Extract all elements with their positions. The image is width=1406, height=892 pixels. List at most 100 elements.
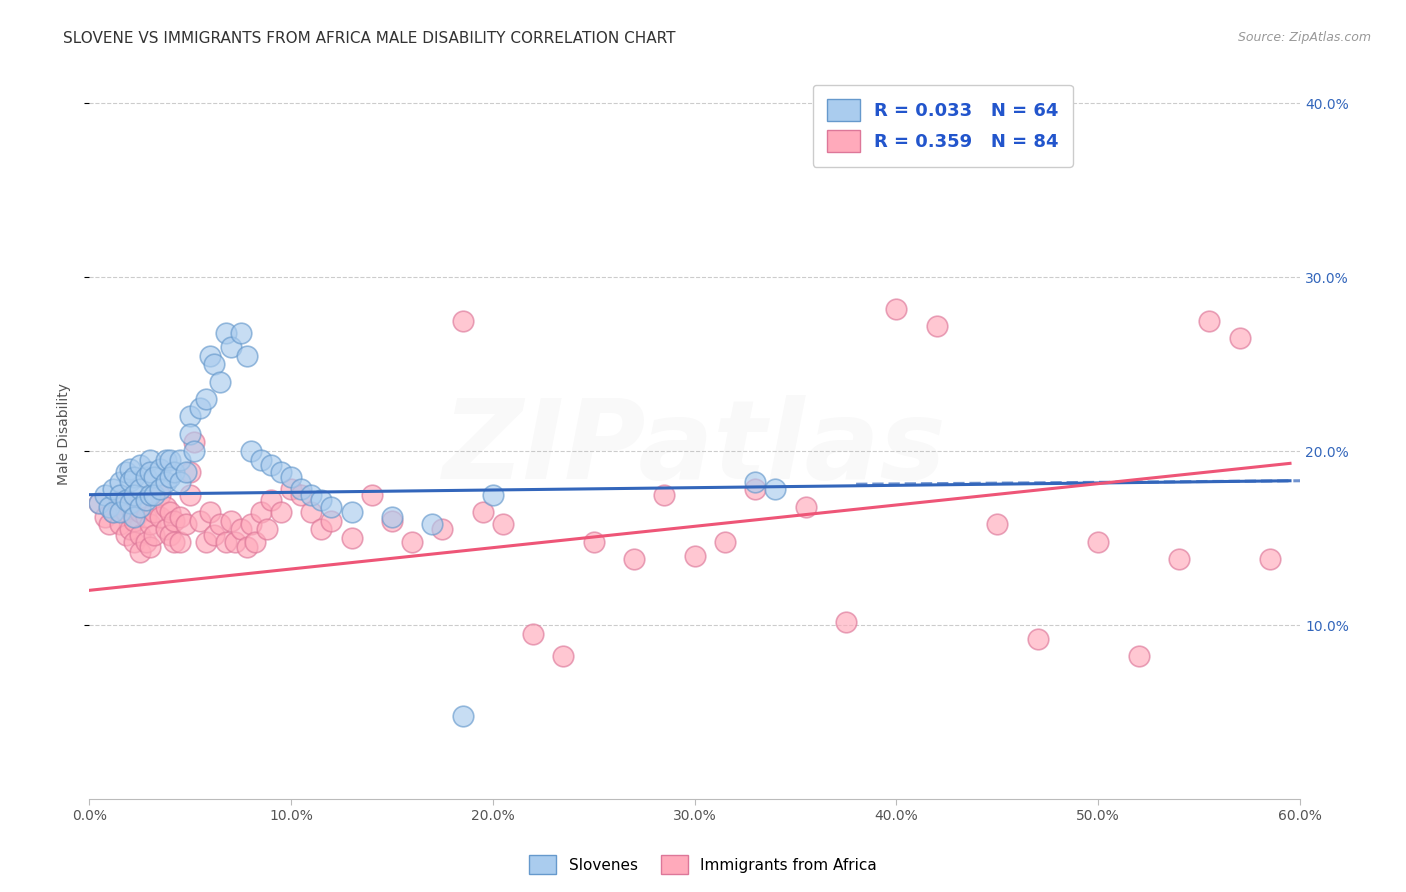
Point bbox=[139, 453, 162, 467]
Point bbox=[108, 517, 131, 532]
Point bbox=[174, 465, 197, 479]
Point bbox=[128, 483, 150, 497]
Point bbox=[142, 505, 165, 519]
Point bbox=[360, 488, 382, 502]
Point bbox=[183, 444, 205, 458]
Point bbox=[202, 527, 225, 541]
Point bbox=[103, 505, 125, 519]
Point bbox=[118, 500, 141, 514]
Point bbox=[89, 496, 111, 510]
Point bbox=[169, 475, 191, 490]
Point bbox=[482, 488, 505, 502]
Point bbox=[103, 483, 125, 497]
Y-axis label: Male Disability: Male Disability bbox=[58, 383, 72, 484]
Point bbox=[169, 510, 191, 524]
Point bbox=[155, 453, 177, 467]
Point bbox=[149, 510, 172, 524]
Point bbox=[432, 523, 454, 537]
Point bbox=[311, 523, 333, 537]
Point bbox=[340, 531, 363, 545]
Point bbox=[159, 527, 181, 541]
Point bbox=[159, 470, 181, 484]
Point bbox=[183, 435, 205, 450]
Point bbox=[169, 534, 191, 549]
Point bbox=[139, 465, 162, 479]
Legend: R = 0.033   N = 64, R = 0.359   N = 84: R = 0.033 N = 64, R = 0.359 N = 84 bbox=[813, 85, 1073, 167]
Point bbox=[299, 488, 322, 502]
Point bbox=[163, 534, 186, 549]
Point bbox=[235, 540, 257, 554]
Point bbox=[299, 505, 322, 519]
Point bbox=[256, 523, 278, 537]
Point bbox=[139, 488, 162, 502]
Point bbox=[683, 549, 706, 563]
Point bbox=[179, 465, 201, 479]
Point bbox=[260, 492, 283, 507]
Point bbox=[280, 470, 302, 484]
Point bbox=[122, 510, 145, 524]
Point bbox=[128, 458, 150, 472]
Point bbox=[103, 505, 125, 519]
Point bbox=[179, 426, 201, 441]
Point bbox=[159, 505, 181, 519]
Point bbox=[321, 500, 343, 514]
Point bbox=[249, 453, 271, 467]
Point bbox=[229, 523, 252, 537]
Point bbox=[142, 527, 165, 541]
Point bbox=[451, 708, 474, 723]
Point bbox=[270, 505, 292, 519]
Point bbox=[215, 534, 238, 549]
Point bbox=[219, 340, 242, 354]
Point bbox=[744, 475, 766, 490]
Point bbox=[451, 314, 474, 328]
Point bbox=[270, 465, 292, 479]
Point bbox=[763, 483, 786, 497]
Point bbox=[195, 392, 218, 406]
Point bbox=[492, 517, 515, 532]
Point bbox=[794, 500, 817, 514]
Point bbox=[280, 483, 302, 497]
Point bbox=[188, 401, 211, 415]
Point bbox=[200, 349, 222, 363]
Point bbox=[243, 534, 266, 549]
Point bbox=[163, 465, 186, 479]
Point bbox=[925, 318, 948, 333]
Point bbox=[94, 510, 117, 524]
Point bbox=[155, 475, 177, 490]
Point bbox=[155, 523, 177, 537]
Legend: Slovenes, Immigrants from Africa: Slovenes, Immigrants from Africa bbox=[523, 849, 883, 880]
Point bbox=[209, 517, 232, 532]
Point bbox=[224, 534, 246, 549]
Point bbox=[714, 534, 737, 549]
Point bbox=[149, 488, 172, 502]
Point bbox=[118, 474, 141, 488]
Point bbox=[142, 470, 165, 484]
Point bbox=[98, 517, 121, 532]
Point bbox=[135, 492, 157, 507]
Point bbox=[986, 517, 1008, 532]
Point bbox=[654, 488, 676, 502]
Point bbox=[1026, 632, 1049, 646]
Point bbox=[420, 517, 443, 532]
Point bbox=[163, 514, 186, 528]
Point bbox=[209, 375, 232, 389]
Point bbox=[249, 505, 271, 519]
Point bbox=[886, 301, 908, 316]
Point bbox=[200, 505, 222, 519]
Point bbox=[215, 326, 238, 340]
Text: Source: ZipAtlas.com: Source: ZipAtlas.com bbox=[1237, 31, 1371, 45]
Point bbox=[219, 514, 242, 528]
Point bbox=[114, 492, 136, 507]
Point bbox=[1198, 314, 1220, 328]
Point bbox=[381, 510, 404, 524]
Point bbox=[1229, 331, 1251, 345]
Point bbox=[114, 527, 136, 541]
Point bbox=[260, 458, 283, 472]
Point bbox=[135, 510, 157, 524]
Point bbox=[195, 534, 218, 549]
Point bbox=[553, 649, 575, 664]
Point bbox=[114, 465, 136, 479]
Point bbox=[1087, 534, 1109, 549]
Point bbox=[290, 488, 312, 502]
Point bbox=[118, 496, 141, 510]
